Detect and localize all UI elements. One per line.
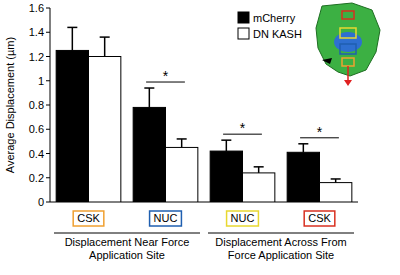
y-tick-label: 0.6 — [29, 123, 44, 135]
y-tick-label: 0.4 — [29, 148, 44, 160]
error-line — [72, 27, 74, 50]
y-tick-label: 1.2 — [29, 51, 44, 63]
error-cap — [100, 36, 110, 38]
y-tick — [46, 177, 50, 178]
nucleus — [334, 32, 362, 52]
bars — [56, 27, 352, 202]
x-tick-label: CSK — [77, 212, 100, 224]
x-tick-label: NUC — [154, 212, 178, 224]
error-cap — [221, 139, 231, 141]
cell-body — [316, 3, 380, 76]
error-bar — [100, 37, 110, 56]
error-line — [181, 139, 183, 147]
y-tick — [46, 202, 50, 203]
inset-box — [340, 44, 356, 54]
error-line — [149, 88, 151, 107]
error-bar — [331, 179, 341, 183]
significance-label: * — [240, 120, 246, 136]
y-tick-label: 1 — [38, 75, 44, 87]
group-label: Displacement Across FromForce Applicatio… — [215, 236, 346, 261]
error-cap — [298, 143, 308, 145]
y-tick — [46, 153, 50, 154]
category-box — [304, 211, 335, 226]
error-bar — [221, 140, 231, 151]
inset-box — [342, 11, 354, 19]
inset-box — [342, 58, 354, 66]
error-cap — [177, 138, 187, 140]
bar — [56, 50, 88, 202]
error-bar — [177, 139, 187, 147]
y-tick-label: 1.4 — [29, 26, 44, 38]
force-arrow — [347, 66, 349, 82]
group-label-line: Application Site — [89, 249, 165, 261]
y-tick-label: 0 — [38, 196, 44, 208]
group-label-line: Force Application Site — [228, 249, 334, 261]
error-line — [104, 37, 106, 56]
bar — [89, 57, 121, 203]
x-tick-label: CSK — [308, 212, 331, 224]
group-label-line: Displacement Across From — [215, 236, 346, 248]
chart: 0 0.2 0.4 0.6 0.8 1 1.2 1.4 1.6 Average Displacem… — [0, 0, 400, 275]
y-tick-label: 1.6 — [29, 2, 44, 14]
legend-swatch — [238, 28, 249, 39]
bar — [166, 147, 198, 202]
error-cap — [67, 27, 77, 29]
category-box — [150, 211, 182, 226]
y-tick — [46, 80, 50, 81]
inset-cell — [316, 3, 380, 86]
x-tick-label: NUC — [231, 212, 255, 224]
inset-box — [340, 28, 356, 38]
y-tick-label: 0.8 — [29, 99, 44, 111]
error-bar — [67, 27, 77, 50]
bar — [133, 107, 165, 202]
error-cap — [254, 166, 264, 168]
error-line — [226, 140, 228, 151]
legend-swatch — [238, 12, 249, 23]
bead — [322, 58, 332, 64]
y-tick — [46, 56, 50, 57]
significance-label: * — [163, 68, 169, 84]
category-box — [73, 211, 104, 226]
error-bar — [298, 144, 308, 152]
error-cap — [144, 87, 154, 89]
error-bar — [254, 167, 264, 173]
category-box — [227, 211, 259, 226]
legend-label: mCherry — [253, 12, 296, 24]
significance-label: * — [317, 124, 323, 140]
error-cap — [331, 178, 341, 180]
bar — [210, 151, 242, 202]
legend-label: DN KASH — [253, 28, 302, 40]
y-tick — [46, 32, 50, 33]
bar — [287, 152, 319, 202]
bar — [243, 173, 275, 202]
y-axis-label: Average Displacement (µm) — [4, 37, 16, 173]
group-line — [54, 233, 200, 234]
error-line — [303, 144, 305, 152]
y-tick-label: 0.2 — [29, 172, 44, 184]
group-label-line: Displacement Near Force — [65, 236, 190, 248]
group-label: Displacement Near ForceApplication Site — [65, 236, 190, 261]
y-tick — [46, 105, 50, 106]
error-bar — [144, 88, 154, 107]
bar — [320, 183, 352, 202]
error-line — [258, 167, 260, 173]
y-tick — [46, 129, 50, 130]
y-tick — [46, 8, 50, 9]
group-line — [208, 233, 354, 234]
force-arrow-head — [344, 80, 352, 86]
